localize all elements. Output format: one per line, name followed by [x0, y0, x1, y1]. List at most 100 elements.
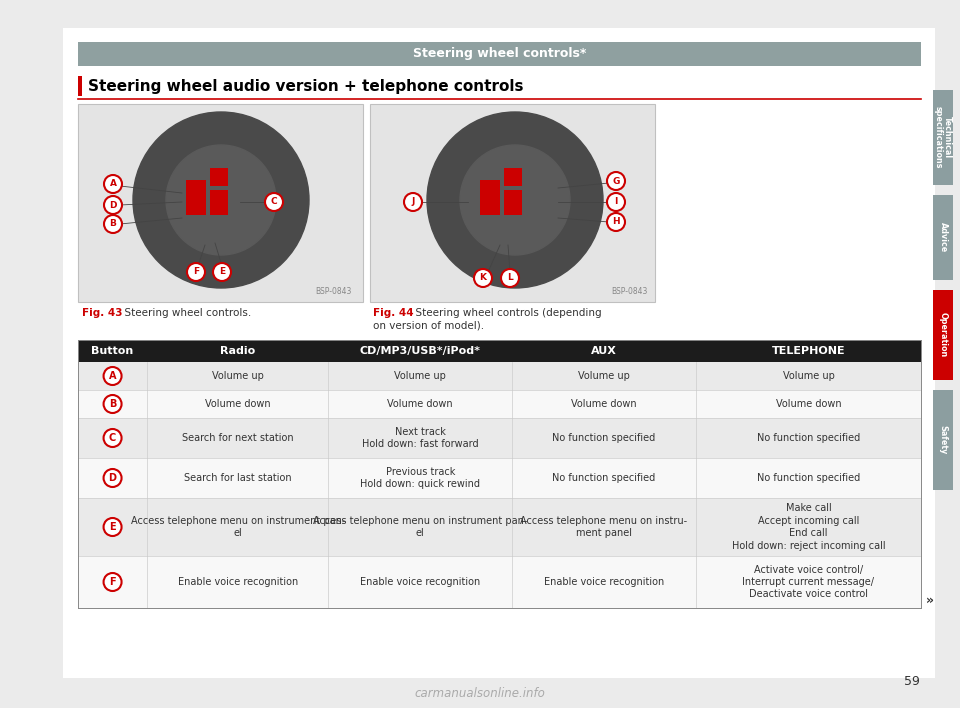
Text: Steering wheel audio version + telephone controls: Steering wheel audio version + telephone…	[88, 79, 523, 93]
FancyBboxPatch shape	[78, 362, 921, 390]
Circle shape	[104, 469, 122, 487]
FancyBboxPatch shape	[504, 168, 522, 186]
FancyBboxPatch shape	[370, 104, 655, 302]
Circle shape	[265, 193, 283, 211]
FancyBboxPatch shape	[78, 104, 363, 302]
FancyBboxPatch shape	[63, 28, 935, 678]
Text: BSP-0843: BSP-0843	[316, 287, 352, 296]
Circle shape	[104, 367, 122, 385]
Text: A: A	[109, 180, 116, 188]
Text: No function specified: No function specified	[756, 433, 860, 443]
Text: Next track
Hold down: fast forward: Next track Hold down: fast forward	[362, 427, 479, 449]
Circle shape	[427, 112, 603, 288]
Text: Volume up: Volume up	[782, 371, 834, 381]
Text: Previous track
Hold down: quick rewind: Previous track Hold down: quick rewind	[360, 467, 480, 489]
Circle shape	[404, 193, 422, 211]
FancyBboxPatch shape	[78, 340, 921, 362]
Text: J: J	[411, 198, 415, 207]
Text: Fig. 44: Fig. 44	[373, 308, 414, 318]
Text: Technical
specifications: Technical specifications	[934, 106, 952, 169]
FancyBboxPatch shape	[78, 76, 82, 96]
Text: Volume up: Volume up	[578, 371, 630, 381]
Text: TELEPHONE: TELEPHONE	[772, 346, 845, 356]
Circle shape	[104, 573, 122, 591]
Text: Enable voice recognition: Enable voice recognition	[178, 577, 298, 587]
Text: D: D	[108, 473, 116, 483]
Text: Make call
Accept incoming call
End call
Hold down: reject incoming call: Make call Accept incoming call End call …	[732, 503, 885, 551]
Circle shape	[104, 518, 122, 536]
FancyBboxPatch shape	[186, 180, 206, 215]
Circle shape	[104, 215, 122, 233]
Text: G: G	[612, 176, 620, 185]
Text: Fig. 43: Fig. 43	[82, 308, 123, 318]
Text: No function specified: No function specified	[552, 433, 656, 443]
Circle shape	[104, 395, 122, 413]
FancyBboxPatch shape	[210, 168, 228, 186]
FancyBboxPatch shape	[933, 290, 953, 380]
Circle shape	[104, 175, 122, 193]
FancyBboxPatch shape	[480, 180, 500, 215]
FancyBboxPatch shape	[78, 42, 921, 66]
Circle shape	[187, 263, 205, 281]
FancyBboxPatch shape	[78, 458, 921, 498]
Text: B: B	[108, 399, 116, 409]
Circle shape	[607, 193, 625, 211]
Text: Volume down: Volume down	[571, 399, 636, 409]
Text: I: I	[614, 198, 617, 207]
Circle shape	[133, 112, 309, 288]
Text: Access telephone menu on instrument pan-
el: Access telephone menu on instrument pan-…	[313, 516, 527, 538]
FancyBboxPatch shape	[933, 90, 953, 185]
Text: C: C	[108, 433, 116, 443]
Text: Volume up: Volume up	[395, 371, 446, 381]
Circle shape	[607, 172, 625, 190]
Text: B: B	[109, 219, 116, 229]
Circle shape	[166, 145, 276, 255]
Text: BSP-0843: BSP-0843	[612, 287, 648, 296]
Text: Steering wheel controls (depending: Steering wheel controls (depending	[409, 308, 602, 318]
FancyBboxPatch shape	[504, 190, 522, 215]
Text: A: A	[108, 371, 116, 381]
Text: Search for next station: Search for next station	[182, 433, 294, 443]
Text: Advice: Advice	[939, 222, 948, 253]
Text: Search for last station: Search for last station	[184, 473, 292, 483]
Text: carmanualsonline.info: carmanualsonline.info	[415, 687, 545, 700]
Text: Enable voice recognition: Enable voice recognition	[360, 577, 480, 587]
Text: L: L	[507, 273, 513, 282]
Text: AUX: AUX	[591, 346, 617, 356]
Circle shape	[104, 196, 122, 214]
Text: Operation: Operation	[939, 312, 948, 358]
Text: Button: Button	[91, 346, 133, 356]
Text: CD/MP3/USB*/iPod*: CD/MP3/USB*/iPod*	[360, 346, 481, 356]
Text: on version of model).: on version of model).	[373, 320, 484, 330]
Text: Radio: Radio	[220, 346, 255, 356]
FancyBboxPatch shape	[78, 498, 921, 556]
Text: E: E	[109, 522, 116, 532]
Text: E: E	[219, 268, 225, 277]
Text: Activate voice control/
Interrupt current message/
Deactivate voice control: Activate voice control/ Interrupt curren…	[742, 564, 875, 600]
Text: Steering wheel controls*: Steering wheel controls*	[414, 47, 587, 60]
Circle shape	[607, 213, 625, 231]
Circle shape	[104, 429, 122, 447]
FancyBboxPatch shape	[78, 556, 921, 608]
Text: Volume down: Volume down	[204, 399, 271, 409]
Circle shape	[474, 269, 492, 287]
FancyBboxPatch shape	[933, 390, 953, 490]
Text: »: »	[926, 593, 934, 607]
Text: Access telephone menu on instrument pan-
el: Access telephone menu on instrument pan-…	[131, 516, 345, 538]
Circle shape	[460, 145, 570, 255]
FancyBboxPatch shape	[78, 390, 921, 418]
Text: Volume down: Volume down	[388, 399, 453, 409]
Text: Enable voice recognition: Enable voice recognition	[544, 577, 664, 587]
Text: Volume up: Volume up	[212, 371, 264, 381]
Text: H: H	[612, 217, 620, 227]
Text: F: F	[193, 268, 199, 277]
Text: Access telephone menu on instru-
ment panel: Access telephone menu on instru- ment pa…	[520, 516, 687, 538]
Circle shape	[213, 263, 231, 281]
Text: No function specified: No function specified	[552, 473, 656, 483]
Text: F: F	[109, 577, 116, 587]
FancyBboxPatch shape	[933, 195, 953, 280]
Text: K: K	[479, 273, 487, 282]
Text: C: C	[271, 198, 277, 207]
Text: Volume down: Volume down	[776, 399, 841, 409]
FancyBboxPatch shape	[210, 190, 228, 215]
